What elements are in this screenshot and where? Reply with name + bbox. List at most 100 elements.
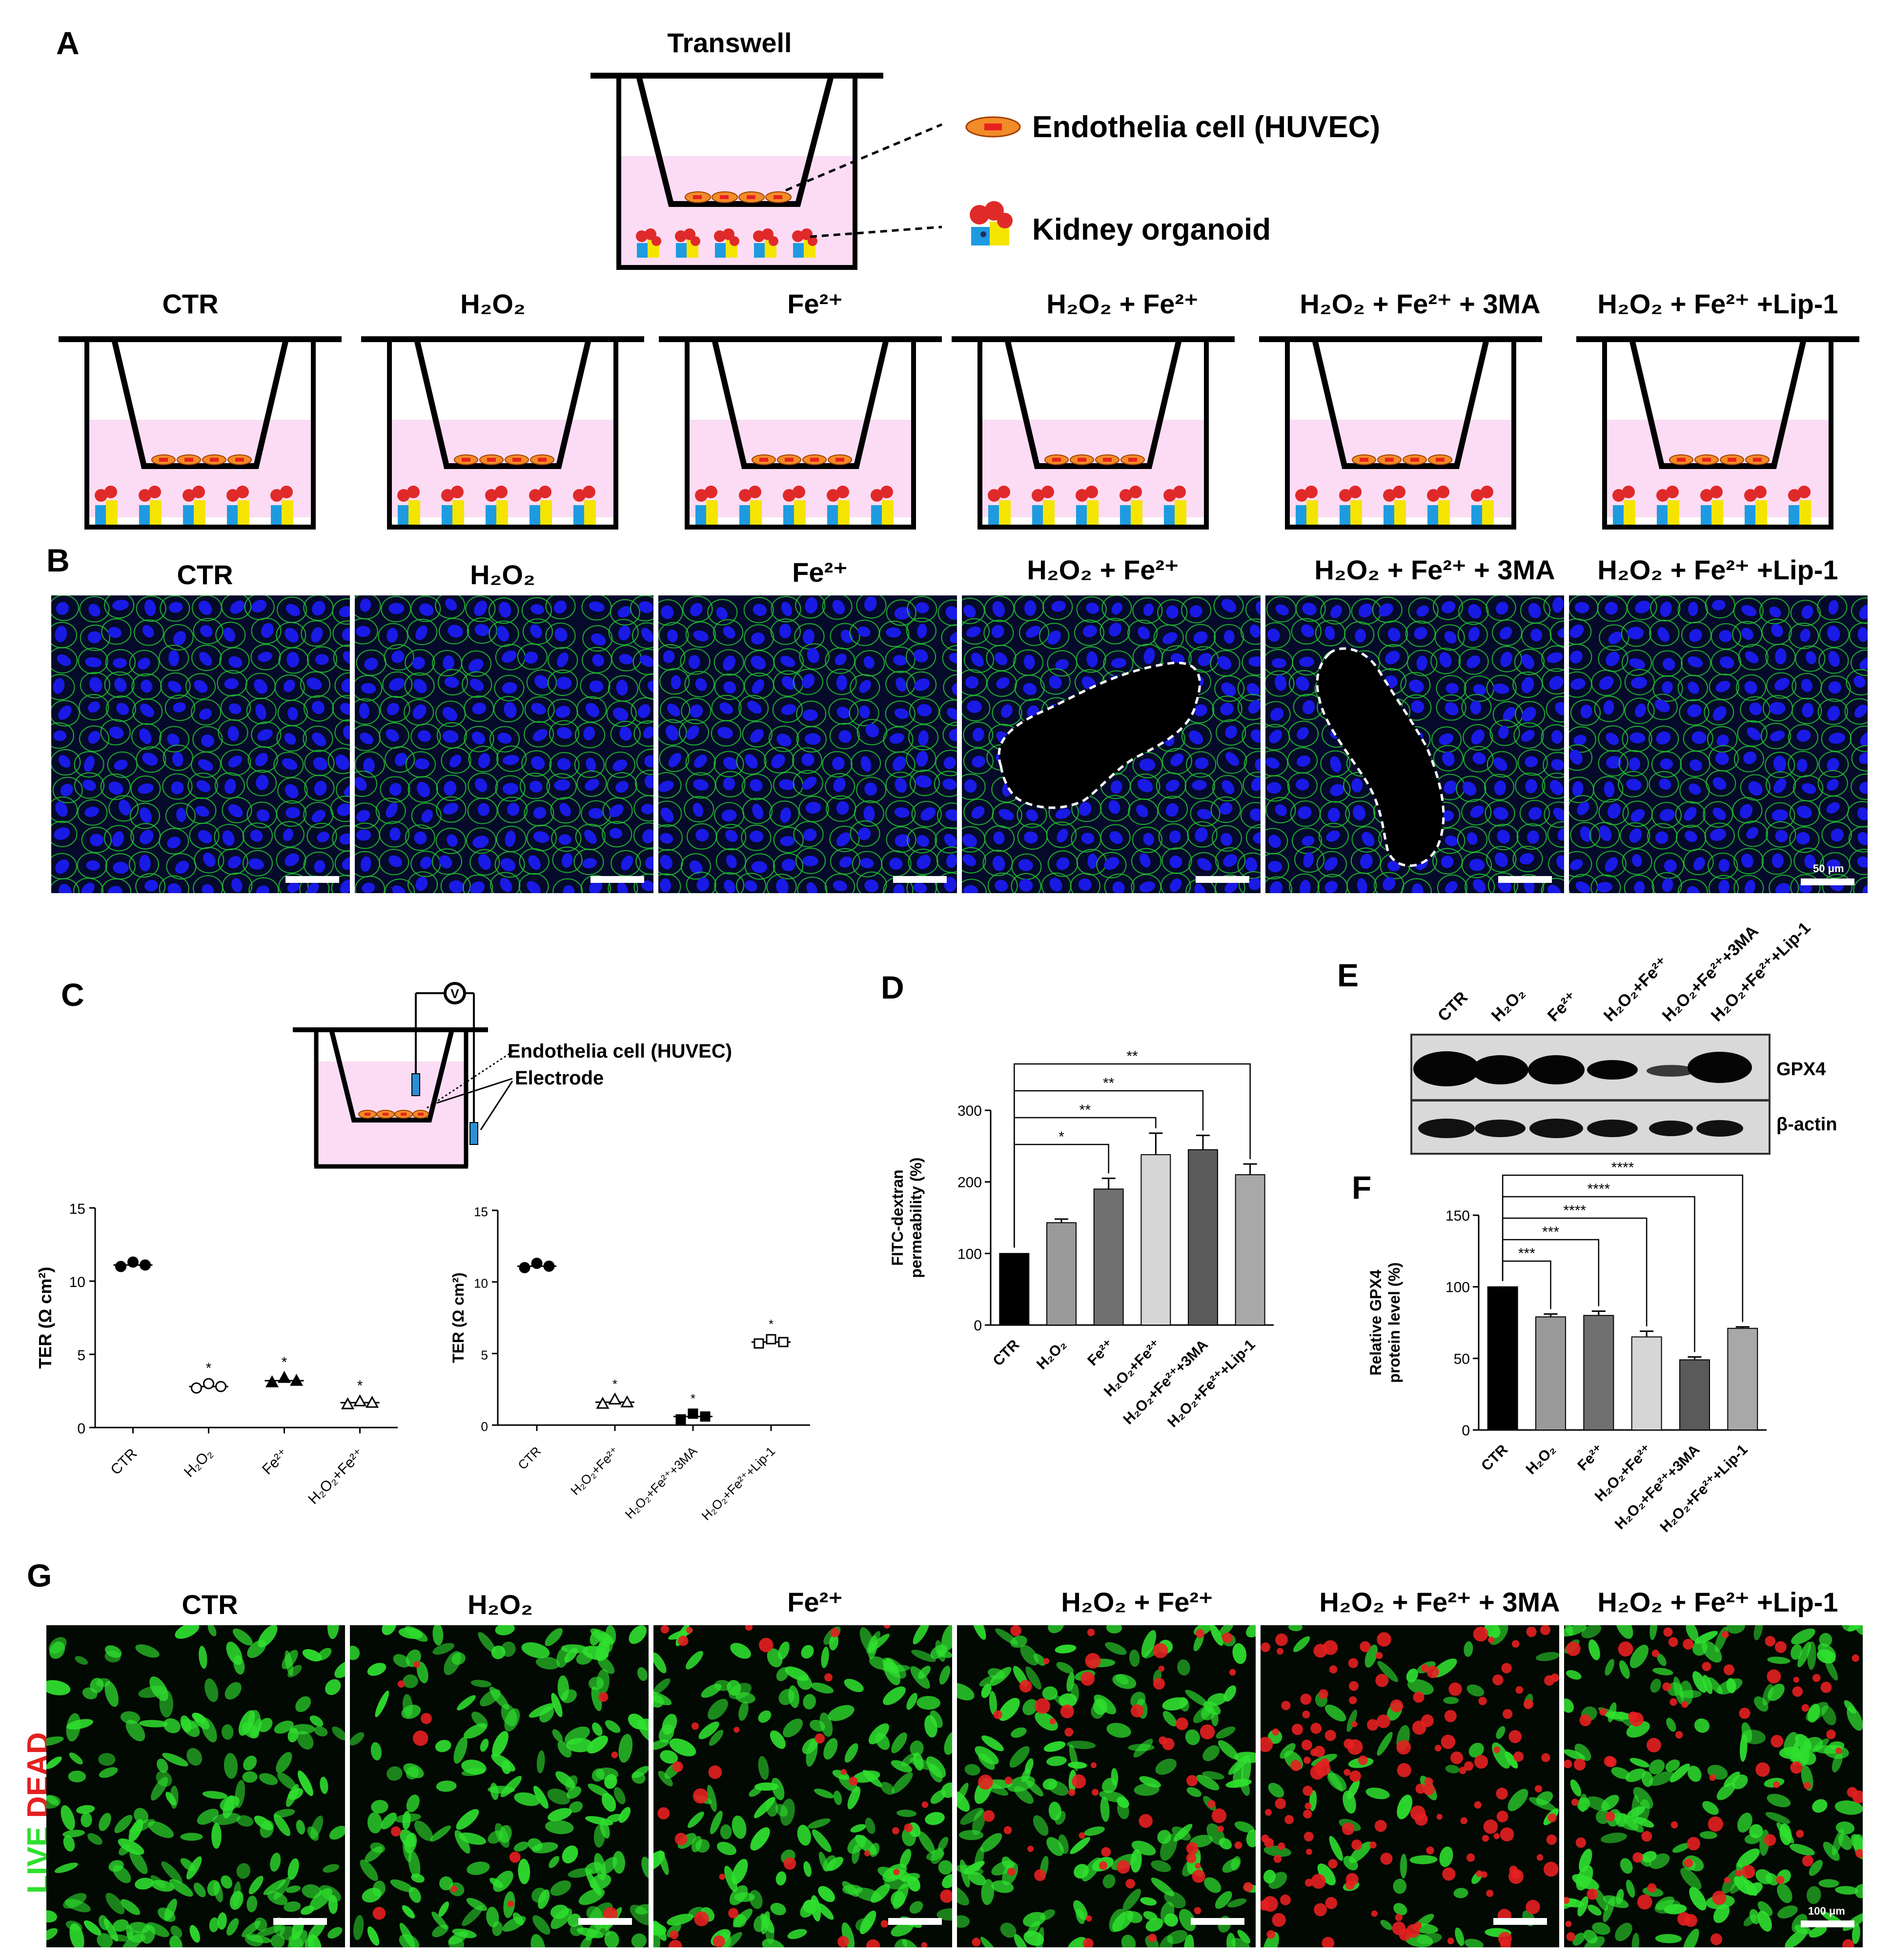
- panel-label-e: E: [1337, 957, 1359, 993]
- significance-star: *: [282, 1354, 287, 1370]
- data-point: [353, 1394, 367, 1407]
- x-tick-label: H₂O₂: [1523, 1442, 1559, 1478]
- y-axis-label: protein level (%): [1385, 1262, 1403, 1383]
- bar: [999, 1253, 1030, 1326]
- a-label-h2o2-fe: H₂O₂ + Fe²⁺: [1046, 288, 1199, 319]
- x-tick-label: Fe²⁺: [259, 1446, 291, 1478]
- scale-bar-b6: [1801, 878, 1854, 885]
- g-label-h2o2-fe: H₂O₂ + Fe²⁺: [1061, 1587, 1213, 1617]
- ter-label-cell: Endothelia cell (HUVEC): [508, 1041, 733, 1062]
- western-blot-lane-labels: CTR H₂O₂ Fe²⁺ H₂O₂+Fe²⁺H₂O₂+Fe²⁺+3MAH₂O₂+Fe…: [1434, 919, 1814, 1025]
- y-tick-label: 0: [974, 1318, 982, 1334]
- bar: [1679, 1359, 1710, 1430]
- b-label-h2o2-fe: H₂O₂ + Fe²⁺: [1027, 554, 1179, 585]
- y-tick-label: 0: [77, 1421, 85, 1437]
- significance-stars: *: [1058, 1129, 1064, 1145]
- data-point: [700, 1411, 711, 1422]
- gpx4-bands: [1413, 1051, 1752, 1086]
- ter-label-electrode: Electrode: [515, 1067, 604, 1089]
- data-point: [675, 1414, 686, 1425]
- micrograph-g-h2o2: [350, 1625, 649, 1947]
- transwell-h2o2-fe-3ma-diagram: [1259, 336, 1542, 530]
- actin-bands: [1418, 1119, 1743, 1138]
- scale-bar-g5: [1493, 1918, 1547, 1925]
- lane-label: Fe²⁺: [1544, 988, 1581, 1025]
- y-axis-label: TER (Ω cm²): [449, 1272, 467, 1363]
- bar: [1046, 1222, 1077, 1326]
- scale-text-b: 50 μm: [1813, 862, 1844, 875]
- transwell-title: Transwell: [667, 27, 792, 58]
- g-label-h2o2-fe-lip1: H₂O₂ + Fe²⁺ +Lip-1: [1597, 1587, 1838, 1617]
- significance-bracket: [1502, 1217, 1648, 1327]
- bar: [1583, 1315, 1614, 1431]
- scale-bar-b3: [893, 876, 947, 883]
- transwell-h2o2-fe-diagram: [952, 336, 1235, 530]
- a-label-h2o2: H₂O₂: [460, 288, 526, 319]
- a-label-h2o2-fe-lip1: H₂O₂ + Fe²⁺ +Lip-1: [1597, 288, 1838, 319]
- data-point: [531, 1258, 543, 1269]
- micrograph-g-h2o2-fe: [957, 1625, 1256, 1947]
- legend-endothelial-cell: Endothelia cell (HUVEC): [1032, 110, 1381, 144]
- western-blot-gpx4: [1410, 1034, 1771, 1101]
- x-tick-label: H₂O₂: [181, 1446, 216, 1481]
- ter-diagram-leaders: [427, 1051, 513, 1130]
- significance-stars: ***: [1542, 1224, 1559, 1240]
- x-tick-label: H₂O₂: [1034, 1337, 1070, 1373]
- y-axis-label: permeability (%): [907, 1157, 925, 1278]
- y-axis-label: TER (Ω cm²): [35, 1267, 55, 1369]
- transwell-h2o2-fe-lip1-diagram: [1576, 336, 1859, 530]
- data-point: [191, 1382, 202, 1394]
- x-tick-label: H₂O₂+Fe²⁺: [305, 1446, 367, 1508]
- scale-bar-b4: [1196, 876, 1249, 883]
- data-point: [596, 1396, 610, 1409]
- transwell-leader-lines: [785, 123, 942, 238]
- significance-stars: **: [1126, 1048, 1138, 1064]
- panel-label-d: D: [881, 969, 904, 1005]
- x-tick-label: H₂O₂+Fe²⁺: [568, 1444, 622, 1498]
- scale-bar-g4: [1191, 1918, 1244, 1925]
- ter-measurement-diagram: V: [293, 982, 488, 1169]
- transwell-h2o2-diagram: [361, 336, 644, 530]
- scale-bar-b2: [590, 876, 644, 883]
- y-tick-label: 0: [1462, 1423, 1470, 1439]
- x-tick-label: H₂O₂+Fe²⁺+Lip-1: [1164, 1337, 1258, 1430]
- y-axis-label: FITC-dextran: [889, 1169, 906, 1266]
- x-tick-label: H₂O₂+Fe²⁺+3MA: [622, 1444, 700, 1522]
- voltmeter-symbol: V: [450, 986, 459, 1001]
- legend-kidney-organoid: Kidney organoid: [1032, 213, 1271, 246]
- scale-text-g: 100 μm: [1808, 1905, 1845, 1917]
- g-label-fe: Fe²⁺: [787, 1587, 843, 1617]
- significance-star: *: [612, 1377, 617, 1391]
- micrograph-g-ctr: [46, 1625, 345, 1947]
- bar: [1093, 1188, 1124, 1326]
- y-tick-label: 200: [957, 1175, 982, 1191]
- y-tick-label: 0: [481, 1419, 488, 1434]
- bar: [1235, 1174, 1265, 1326]
- kidney-organoid-icon: [970, 201, 1013, 245]
- y-tick-label: 5: [481, 1348, 488, 1362]
- y-tick-label: 15: [69, 1201, 85, 1217]
- x-tick-label: H₂O₂+Fe²⁺+3MA: [1612, 1442, 1703, 1533]
- b-label-ctr: CTR: [177, 559, 233, 590]
- data-point: [140, 1259, 151, 1271]
- scale-bar-g6: [1801, 1920, 1854, 1927]
- x-tick-label: H₂O₂+Fe²⁺+Lip-1: [1657, 1442, 1751, 1535]
- g-label-h2o2-fe-3ma: H₂O₂ + Fe²⁺ + 3MA: [1319, 1587, 1560, 1617]
- micrograph-b-h2o2-fe-lip1: [1569, 595, 1868, 893]
- bar: [1535, 1316, 1566, 1430]
- significance-stars: **: [1079, 1102, 1091, 1118]
- panel-label-a: A: [56, 25, 80, 61]
- data-point: [620, 1395, 634, 1408]
- band-label-gpx4: GPX4: [1776, 1059, 1826, 1080]
- g-label-ctr: CTR: [182, 1589, 238, 1620]
- data-point: [519, 1262, 530, 1273]
- significance-star: *: [206, 1360, 212, 1376]
- x-tick-label: H₂O₂+Fe²⁺+3MA: [1120, 1337, 1211, 1428]
- panel-label-b: B: [46, 542, 70, 578]
- y-tick-label: 100: [957, 1246, 982, 1262]
- y-axis-label: Relative GPX4: [1367, 1269, 1384, 1375]
- b-label-h2o2: H₂O₂: [470, 559, 535, 590]
- x-tick-label: Fe²⁺: [1084, 1337, 1117, 1369]
- scale-bar-g2: [578, 1918, 632, 1925]
- significance-bracket: [1014, 1063, 1251, 1248]
